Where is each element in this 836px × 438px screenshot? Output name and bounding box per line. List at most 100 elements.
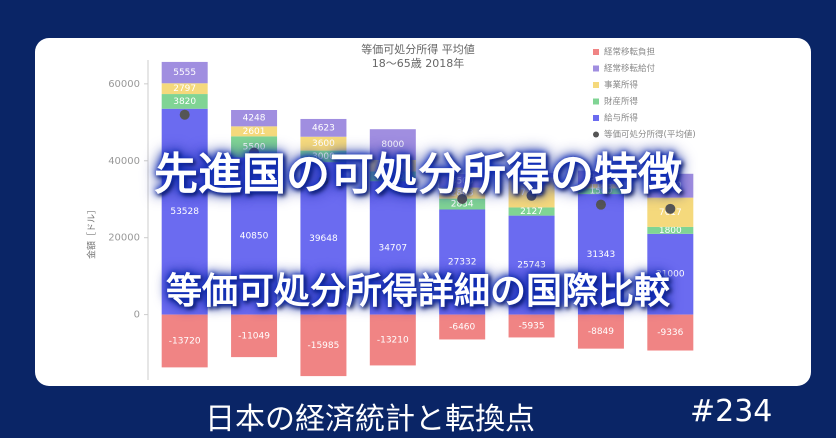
value-label: 34707 <box>378 243 407 253</box>
value-label: 39648 <box>309 234 338 244</box>
bar-segment <box>577 188 624 195</box>
bar-segment <box>300 118 347 137</box>
bar-segment <box>300 150 347 163</box>
value-label: 27332 <box>448 258 477 268</box>
legend-label: 経常移転給付 <box>604 63 656 74</box>
value-label: -13210 <box>377 336 409 346</box>
bar-segment <box>161 108 208 315</box>
value-label: 4623 <box>312 123 335 133</box>
legend-swatch <box>593 82 599 88</box>
bar-segment <box>300 136 347 151</box>
value-label: 2797 <box>173 84 196 94</box>
value-label: 53528 <box>170 207 199 217</box>
bar-segment <box>161 83 208 95</box>
value-label: -9336 <box>657 328 683 338</box>
value-label: 3000 <box>381 161 404 171</box>
average-dot <box>595 199 606 210</box>
value-label: -8849 <box>588 327 614 337</box>
bar-segment <box>508 314 555 338</box>
bar-segment <box>161 61 208 84</box>
bar-segment <box>300 314 347 377</box>
value-label: 4248 <box>243 114 266 124</box>
value-label: -13720 <box>169 337 201 347</box>
bar-segment <box>369 314 416 366</box>
bar-segment <box>577 194 624 315</box>
legend-swatch <box>593 65 599 72</box>
value-label: 2834 <box>451 200 474 210</box>
bar-segment <box>231 157 278 315</box>
legend-label: 事業所得 <box>604 80 639 91</box>
value-label: 6200 <box>659 181 682 191</box>
value-label: 3450 <box>589 173 612 183</box>
bar-segment <box>231 126 278 137</box>
subheadline: 等価可処分所得詳細の国際比較 <box>165 271 670 312</box>
value-label: 2601 <box>243 127 266 137</box>
bar-segment <box>647 173 694 198</box>
legend-swatch <box>593 115 599 121</box>
value-label: -5935 <box>518 322 544 332</box>
legend-swatch <box>593 49 599 55</box>
value-label: 1500 <box>589 187 612 197</box>
value-label: 5500 <box>243 142 266 152</box>
bar-segment <box>508 215 555 315</box>
y-axis-label: 金額［ドル］ <box>86 205 98 259</box>
value-label: 3000 <box>312 152 335 162</box>
value-label: 1200 <box>520 171 543 181</box>
bar-segment <box>577 183 624 189</box>
bar-segment <box>161 314 208 368</box>
bar-segment <box>508 172 555 178</box>
value-label: 25743 <box>517 261 546 271</box>
bar-segment <box>577 170 624 184</box>
footer-title: 日本の経済統計と転換点 <box>205 402 535 437</box>
bar-segment <box>161 94 208 109</box>
average-dot <box>526 190 537 201</box>
y-tick-label: 40000 <box>108 156 140 167</box>
bar-segment <box>439 187 486 199</box>
y-tick-label: 20000 <box>108 233 140 244</box>
bar-segment <box>231 314 278 358</box>
chart-title: 等価可処分所得 平均値 <box>361 42 475 56</box>
legend-label: 給与所得 <box>604 113 639 124</box>
bar-segment <box>439 198 486 210</box>
y-tick-label: 60000 <box>108 79 140 90</box>
bar-segment <box>369 129 416 160</box>
chart-subtitle: 18〜65歳 2018年 <box>372 56 465 70</box>
legend-label: 等価可処分所得(平均値) <box>604 129 696 140</box>
value-label: 3500 <box>451 176 474 186</box>
value-label: 1800 <box>659 226 682 236</box>
bar-segment <box>439 174 486 188</box>
value-label: 2863 <box>451 189 474 199</box>
average-dot <box>249 147 260 158</box>
bar-segment <box>300 162 347 315</box>
value-label: -15985 <box>307 341 339 351</box>
value-label: 1143 <box>589 182 612 192</box>
value-label: -11049 <box>238 331 270 341</box>
average-dot <box>665 203 676 214</box>
bar-segment <box>231 110 278 127</box>
value-label: 2127 <box>520 207 543 217</box>
value-label: 40850 <box>240 232 269 242</box>
value-label: -6460 <box>449 323 475 333</box>
legend-label: 経常移転負担 <box>604 47 656 58</box>
average-dot <box>179 109 190 120</box>
episode-number: #234 <box>690 394 773 429</box>
value-label: 31343 <box>587 250 616 260</box>
legend-swatch <box>593 131 599 138</box>
bar-segment <box>439 209 486 315</box>
value-label: 5555 <box>173 68 196 78</box>
legend-swatch <box>593 98 599 105</box>
bar-segment <box>369 159 416 172</box>
bar-segment <box>369 181 416 315</box>
average-dot <box>387 175 398 186</box>
bar-segment <box>647 233 694 315</box>
bar-segment <box>231 136 278 158</box>
bar-segment <box>508 207 555 216</box>
average-dot <box>318 175 329 186</box>
value-label: 3600 <box>312 139 335 149</box>
legend-label: 財産所得 <box>604 96 639 107</box>
value-label: 3820 <box>173 97 196 107</box>
bar-segment <box>577 314 624 349</box>
bar-segment <box>647 314 694 351</box>
